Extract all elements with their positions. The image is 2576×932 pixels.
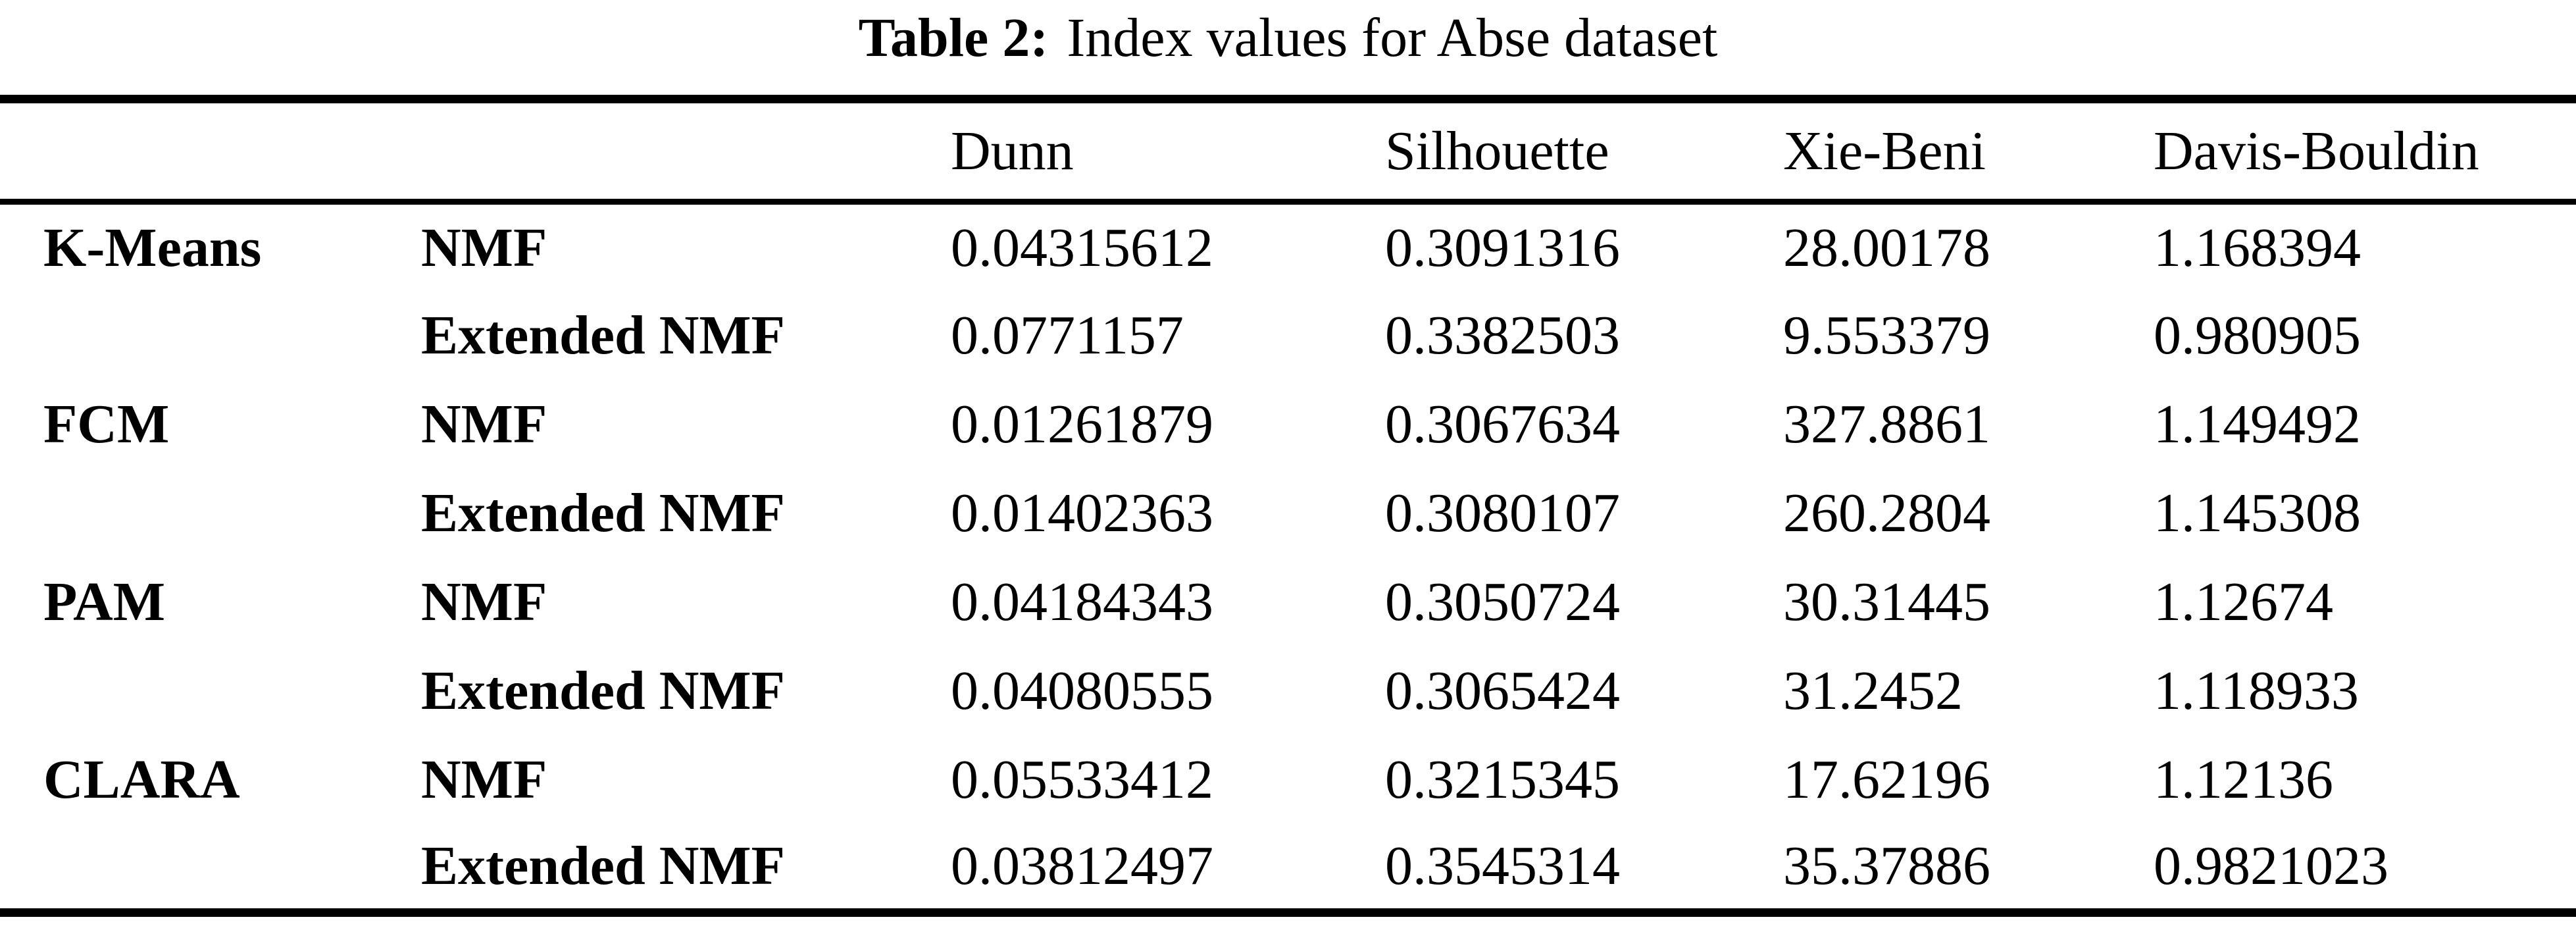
cell-silhouette: 0.3215345	[1385, 748, 1620, 810]
cell-davis-bouldin: 1.145308	[2154, 482, 2361, 544]
cell-algorithm: FCM	[43, 393, 170, 455]
cell-davis-bouldin: 0.9821023	[2154, 835, 2388, 897]
cell-method: Extended NMF	[421, 835, 785, 897]
table-caption: Table 2: Index values for Abse dataset	[0, 0, 2576, 95]
header-silhouette: Silhouette	[1385, 120, 1609, 182]
cell-dunn: 0.0771157	[951, 304, 1184, 366]
index-values-table: Dunn Silhouette Xie-Beni Davis-Bouldin K…	[0, 95, 2576, 917]
cell-dunn: 0.01261879	[951, 393, 1213, 455]
cell-method: Extended NMF	[421, 482, 785, 544]
header-method-blank	[421, 99, 951, 202]
table-row: PAM NMF 0.04184343 0.3050724 30.31445 1.…	[0, 557, 2576, 646]
cell-algorithm: CLARA	[43, 748, 240, 810]
cell-method: Extended NMF	[421, 304, 785, 366]
cell-silhouette: 0.3545314	[1385, 835, 1620, 897]
cell-algorithm: PAM	[43, 571, 166, 633]
cell-xie-beni: 260.2804	[1783, 482, 1990, 544]
table-row: FCM NMF 0.01261879 0.3067634 327.8861 1.…	[0, 380, 2576, 469]
cell-davis-bouldin: 1.118933	[2154, 660, 2359, 721]
header-row: Dunn Silhouette Xie-Beni Davis-Bouldin	[0, 99, 2576, 202]
cell-davis-bouldin: 1.149492	[2154, 393, 2361, 455]
cell-davis-bouldin: 1.12136	[2154, 748, 2333, 810]
cell-method: NMF	[421, 217, 547, 278]
header-davis-bouldin: Davis-Bouldin	[2154, 120, 2479, 182]
cell-method: NMF	[421, 748, 547, 810]
table-row: CLARA NMF 0.05533412 0.3215345 17.62196 …	[0, 735, 2576, 824]
cell-silhouette: 0.3091316	[1385, 217, 1620, 278]
cell-method: Extended NMF	[421, 660, 785, 721]
table-row: K-Means NMF 0.04315612 0.3091316 28.0017…	[0, 202, 2576, 291]
cell-xie-beni: 35.37886	[1783, 835, 1990, 897]
table-row: Extended NMF 0.03812497 0.3545314 35.378…	[0, 824, 2576, 913]
cell-dunn: 0.04184343	[951, 571, 1213, 633]
cell-xie-beni: 17.62196	[1783, 748, 1990, 810]
cell-davis-bouldin: 0.980905	[2154, 304, 2361, 366]
table-row: Extended NMF 0.04080555 0.3065424 31.245…	[0, 646, 2576, 735]
cell-silhouette: 0.3067634	[1385, 393, 1620, 455]
cell-algorithm	[0, 646, 421, 735]
cell-algorithm: K-Means	[43, 217, 262, 278]
cell-algorithm	[0, 824, 421, 913]
header-xie-beni: Xie-Beni	[1783, 120, 1986, 182]
table-caption-label: Table 2:	[858, 7, 1049, 68]
cell-silhouette: 0.3382503	[1385, 304, 1620, 366]
cell-xie-beni: 31.2452	[1783, 660, 1963, 721]
cell-method: NMF	[421, 393, 547, 455]
cell-dunn: 0.04315612	[951, 217, 1213, 278]
cell-dunn: 0.03812497	[951, 835, 1213, 897]
cell-xie-beni: 9.553379	[1783, 304, 1990, 366]
cell-xie-beni: 327.8861	[1783, 393, 1990, 455]
cell-silhouette: 0.3080107	[1385, 482, 1620, 544]
cell-algorithm	[0, 291, 421, 380]
cell-dunn: 0.04080555	[951, 660, 1213, 721]
cell-davis-bouldin: 1.12674	[2154, 571, 2333, 633]
cell-davis-bouldin: 1.168394	[2154, 217, 2361, 278]
cell-silhouette: 0.3065424	[1385, 660, 1620, 721]
table-row: Extended NMF 0.0771157 0.3382503 9.55337…	[0, 291, 2576, 380]
cell-algorithm	[0, 469, 421, 557]
cell-silhouette: 0.3050724	[1385, 571, 1620, 633]
table-row: Extended NMF 0.01402363 0.3080107 260.28…	[0, 469, 2576, 557]
cell-xie-beni: 28.00178	[1783, 217, 1990, 278]
header-dunn: Dunn	[951, 120, 1074, 182]
cell-dunn: 0.05533412	[951, 748, 1213, 810]
header-algorithm-blank	[0, 99, 421, 202]
cell-dunn: 0.01402363	[951, 482, 1213, 544]
cell-xie-beni: 30.31445	[1783, 571, 1990, 633]
cell-method: NMF	[421, 571, 547, 633]
table-caption-text: Index values for Abse dataset	[1067, 7, 1718, 68]
